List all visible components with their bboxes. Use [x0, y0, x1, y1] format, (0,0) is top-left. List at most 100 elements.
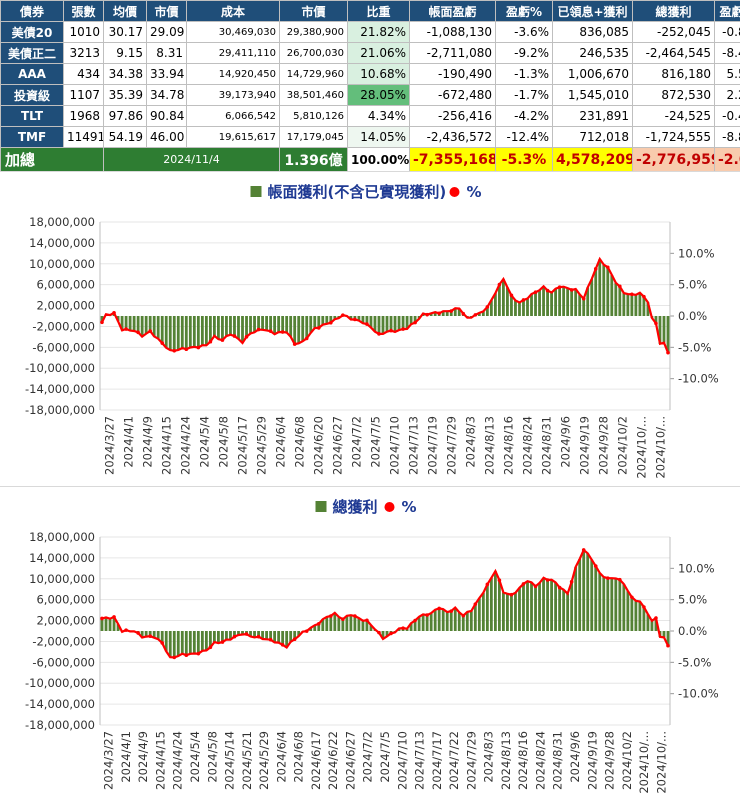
bar: [333, 316, 337, 320]
pct-dots: [100, 265, 670, 355]
pct-point: [425, 613, 429, 617]
x-tick-label: 2024/5/17: [236, 416, 250, 475]
x-tick-label: 2024/7/2: [361, 731, 375, 783]
bar: [405, 316, 409, 329]
pct-point: [232, 634, 237, 639]
avg-price-cell: 34.38: [103, 63, 147, 85]
income-cell: 1,545,010: [552, 84, 633, 106]
avg-price-cell: 54.19: [103, 126, 147, 148]
pct-point: [461, 311, 466, 316]
bar: [317, 316, 321, 328]
bar: [518, 587, 521, 631]
bar: [614, 578, 618, 631]
pct-point: [605, 576, 610, 580]
bar: [377, 316, 381, 334]
bar: [634, 294, 638, 316]
y-tick-label: -6,000,000: [32, 655, 95, 669]
bar: [108, 618, 112, 631]
pct-point: [509, 293, 514, 298]
bar: [361, 620, 365, 631]
header-market-price: 市價: [146, 0, 187, 22]
bar: [449, 311, 453, 316]
bar: [208, 316, 212, 342]
x-tick-label: 2024/8/3: [464, 416, 478, 468]
bar: [385, 631, 389, 637]
market-price-cell: 46.00: [146, 126, 187, 148]
market-price-cell: 33.94: [146, 63, 187, 85]
bar: [152, 316, 156, 337]
x-tick-label: 2024/8/16: [502, 416, 516, 475]
bar: [566, 593, 570, 631]
x-tick-label: 2024/4/15: [160, 416, 174, 475]
bar: [646, 614, 650, 631]
x-tick-label: 2024/5/14: [223, 731, 237, 790]
total-profit-cell: 816,180: [632, 63, 715, 85]
bar: [477, 312, 481, 316]
y-tick-label: 14,000,000: [29, 551, 95, 565]
book-pct-cell: -1.3%: [495, 63, 553, 85]
bar: [405, 628, 409, 631]
y2-tick-label: 10.0%: [678, 246, 715, 260]
pct-point: [461, 613, 466, 618]
bar: [212, 631, 216, 643]
book-pct-cell: -9.2%: [495, 42, 553, 64]
bar: [550, 292, 553, 316]
pct-point: [557, 285, 562, 289]
pct-point: [244, 632, 249, 636]
bar: [289, 631, 293, 642]
bar: [638, 601, 642, 631]
bar: [221, 631, 224, 643]
bar: [445, 612, 449, 631]
pct-point: [268, 329, 273, 333]
x-tick-label: 2024/5/8: [217, 416, 231, 468]
pct-point: [389, 631, 393, 636]
bar: [562, 589, 566, 631]
bar: [598, 259, 602, 316]
x-tick-label: 2024/5/29: [257, 731, 271, 790]
bar: [453, 308, 457, 316]
pct-point: [642, 294, 646, 299]
bar: [313, 625, 317, 631]
pct-point: [473, 313, 478, 317]
bar: [241, 316, 244, 343]
avg-price-cell: 97.86: [103, 105, 147, 127]
bar: [650, 620, 654, 631]
bar: [361, 316, 365, 324]
bar-series: [100, 549, 670, 658]
pct-point: [184, 653, 189, 657]
bar: [305, 316, 309, 339]
bar: [277, 316, 281, 333]
table-row: TMF 11491 54.19 46.00 19,615,617 17,179,045 14…: [0, 126, 740, 148]
bar: [225, 316, 228, 337]
x-tick-label: 2024/9/19: [585, 731, 599, 790]
total-book-pct: -5.3%: [495, 147, 553, 172]
bar: [542, 286, 545, 316]
bar: [229, 631, 232, 640]
pct-point: [437, 606, 441, 611]
bar: [321, 619, 325, 631]
bar: [168, 316, 172, 351]
bar: [457, 308, 461, 316]
bar: [618, 579, 622, 631]
bar: [140, 316, 144, 337]
legend-bar-swatch: [250, 186, 262, 197]
chart-legend: 總獲利%: [315, 498, 417, 516]
pct-line: [101, 548, 669, 659]
bar: [497, 580, 501, 631]
x-tick-label: 2024/7/29: [464, 731, 478, 790]
pct-point: [136, 330, 140, 335]
bar: [196, 316, 200, 348]
bar: [433, 312, 437, 316]
bar: [606, 267, 610, 316]
bar: [385, 316, 389, 332]
bar: [136, 316, 140, 333]
bar: [257, 316, 260, 330]
bar: [273, 316, 277, 335]
x-tick-label: 2024/10/2: [616, 416, 630, 475]
x-tick-label: 2024/10/...: [654, 731, 668, 794]
bar: [662, 316, 666, 343]
bar: [518, 302, 521, 316]
header-avg-price: 均價: [103, 0, 147, 22]
bar: [229, 316, 232, 335]
bar: [148, 316, 152, 332]
